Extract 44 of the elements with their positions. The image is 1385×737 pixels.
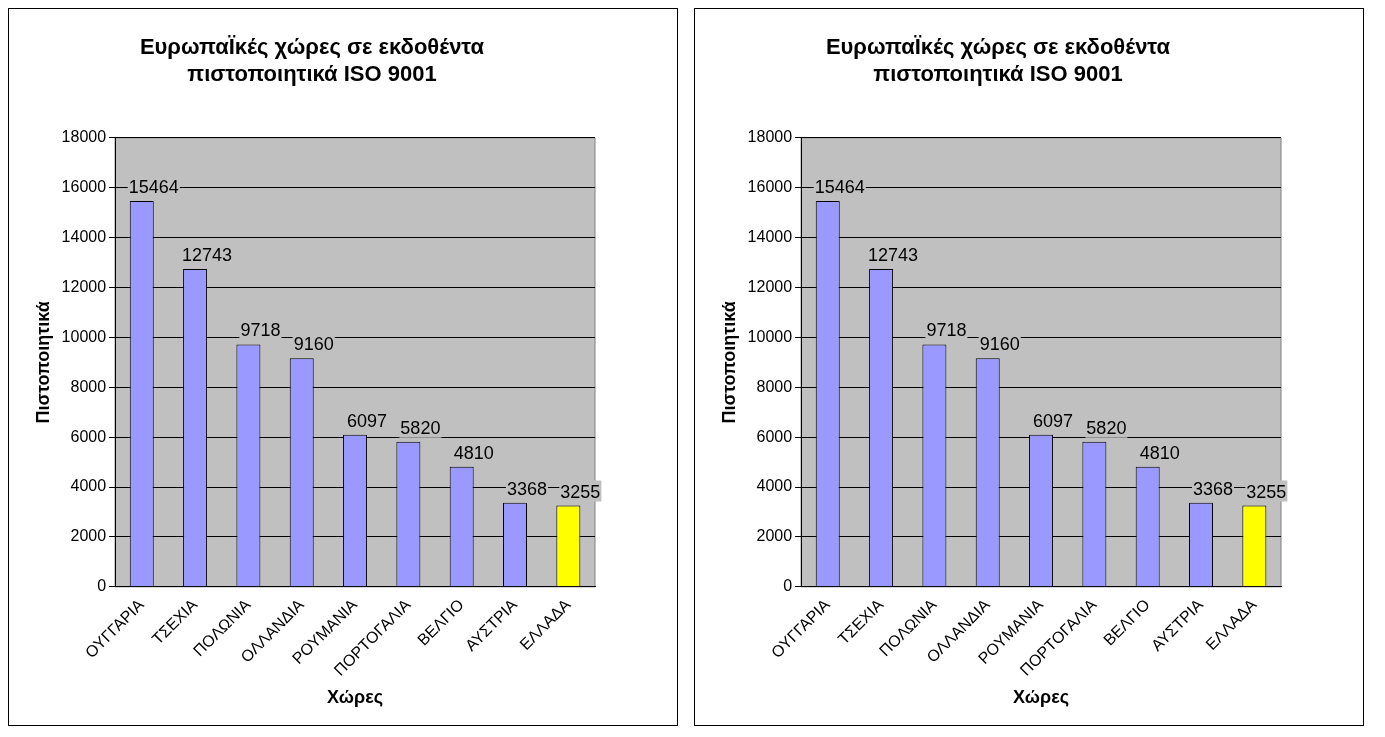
chart-title: ΕυρωπαΪκές χώρες σε εκδοθέντα πιστοποιητικά ISO 9001 bbox=[139, 34, 485, 86]
data-label: 9160 bbox=[979, 334, 1020, 355]
data-label: 6097 bbox=[347, 410, 388, 431]
data-label: 15464 bbox=[128, 177, 179, 198]
y-tick-label: 18000 bbox=[747, 128, 793, 146]
x-axis-title: Χώρες bbox=[327, 687, 384, 708]
y-tick-label: 6000 bbox=[756, 427, 793, 445]
data-label: 5820 bbox=[1086, 417, 1127, 438]
y-tick-label: 4000 bbox=[70, 477, 107, 495]
data-label: 12743 bbox=[868, 244, 919, 265]
y-tick-label: 4000 bbox=[756, 477, 793, 495]
y-tick-label: 8000 bbox=[756, 377, 793, 395]
y-tick-label: 2000 bbox=[756, 527, 793, 545]
y-tick-label: 16000 bbox=[61, 178, 107, 196]
data-label: 9160 bbox=[293, 334, 334, 355]
x-axis-title: Χώρες bbox=[1013, 687, 1070, 708]
data-label: 6097 bbox=[1033, 410, 1074, 431]
data-label: 15464 bbox=[814, 177, 865, 198]
data-label: 4810 bbox=[453, 442, 494, 463]
y-tick-label: 14000 bbox=[61, 227, 107, 245]
y-tick-label: 16000 bbox=[747, 178, 793, 196]
data-label: 3255 bbox=[560, 481, 601, 502]
data-label: 5820 bbox=[400, 417, 441, 438]
y-tick-label: 10000 bbox=[61, 327, 107, 345]
y-tick-label: 12000 bbox=[61, 277, 107, 295]
y-tick-label: 0 bbox=[97, 577, 107, 595]
chart-title: ΕυρωπαΪκές χώρες σε εκδοθέντα πιστοποιητικά ISO 9001 bbox=[825, 34, 1171, 86]
data-label: 12743 bbox=[182, 244, 233, 265]
y-tick-label: 8000 bbox=[70, 377, 107, 395]
data-label: 3368 bbox=[506, 478, 548, 499]
y-tick-label: 12000 bbox=[747, 277, 793, 295]
data-label: 3368 bbox=[1192, 478, 1234, 499]
y-axis-title: Πιστοποιητικά bbox=[32, 301, 53, 424]
data-label: 4810 bbox=[1139, 442, 1180, 463]
y-tick-label: 10000 bbox=[747, 327, 793, 345]
y-axis-title: Πιστοποιητικά bbox=[718, 301, 739, 424]
y-tick-label: 6000 bbox=[70, 427, 107, 445]
y-tick-label: 18000 bbox=[61, 128, 107, 146]
y-tick-label: 0 bbox=[783, 577, 793, 595]
data-label: 9718 bbox=[926, 320, 967, 341]
data-label: 3255 bbox=[1246, 481, 1287, 502]
y-tick-label: 14000 bbox=[747, 227, 793, 245]
y-tick-label: 2000 bbox=[70, 527, 107, 545]
data-label: 9718 bbox=[240, 320, 281, 341]
